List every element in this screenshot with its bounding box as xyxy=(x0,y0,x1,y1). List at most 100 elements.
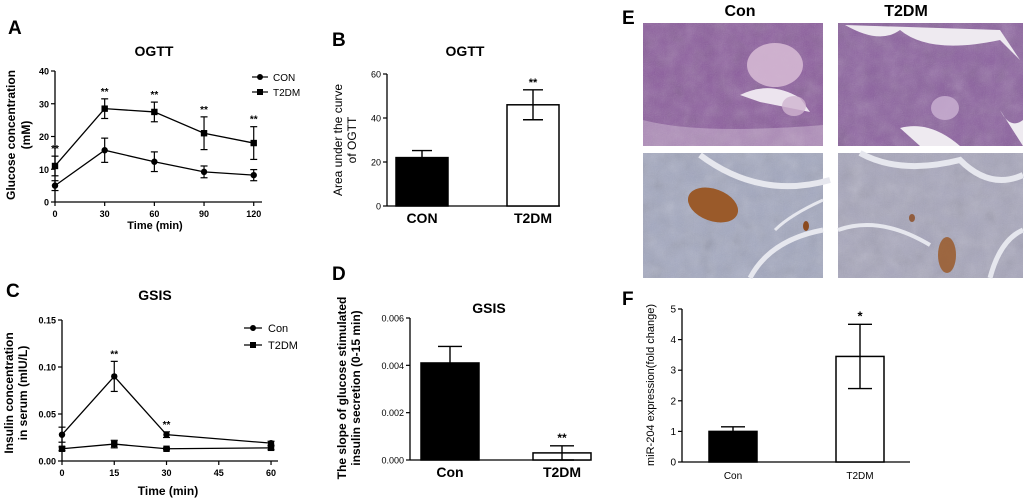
panel-b-ytick-label: 60 xyxy=(371,70,381,80)
panel-c-point-t2dm xyxy=(267,444,275,452)
panel-c-xtick-label: 15 xyxy=(109,468,119,478)
panel-f-marks: * xyxy=(708,308,885,463)
panel-c-line-con xyxy=(61,375,272,444)
panel-c-title: GSIS xyxy=(138,287,171,303)
panel-a-point-con xyxy=(250,171,257,179)
panel-a-xtick-label: 30 xyxy=(100,209,110,219)
panel-f-ytick-label: 5 xyxy=(670,305,676,316)
panel-b-chart: OGTT Area under the curve of OGTT 0 20 40 6… xyxy=(331,43,560,226)
panel-c-ytick-label: 0.00 xyxy=(38,457,56,467)
panel-a-significance: ** xyxy=(101,87,109,98)
panel-d-chart: GSIS The slope of glucose stimulated ins… xyxy=(335,297,592,480)
panel-c-point-t2dm xyxy=(58,445,66,452)
histology-ihc-t2dm xyxy=(837,150,1024,279)
panel-c-significance: ** xyxy=(163,420,171,431)
panel-f-category-label: Con xyxy=(724,471,742,482)
panel-d-ytick-label: 0.006 xyxy=(381,314,404,324)
panel-f-ytick-label: 0 xyxy=(670,458,676,469)
panel-d-ytick-label: 0.002 xyxy=(381,408,404,418)
panel-d-ytick-label: 0.000 xyxy=(381,456,404,466)
panel-c-xtick-label: 0 xyxy=(59,468,64,478)
panel-letter-b: B xyxy=(332,30,346,51)
panel-a-point-t2dm xyxy=(51,162,59,170)
panel-d-significance: ** xyxy=(557,431,567,445)
panel-letter-d: D xyxy=(332,264,346,285)
panel-c-significance: ** xyxy=(110,349,118,360)
panel-letter-e: E xyxy=(622,8,635,29)
panel-a-significance: ** xyxy=(200,105,208,116)
panel-a-point-t2dm xyxy=(151,108,158,116)
panel-f-chart: miR-204 expression(fold change) 0 1 2 3 4 5 Co… xyxy=(645,304,910,482)
panel-d-ylabel-line1: The slope of glucose stimulated xyxy=(335,297,349,480)
panel-c-chart: GSIS Insulin concentration in serum (mIU… xyxy=(2,287,298,498)
panel-a-chart: OGTT Glucose concentration (mM) Time (mi… xyxy=(4,43,300,232)
panel-a-ytick-label: 20 xyxy=(39,132,49,142)
histology-he-con xyxy=(643,23,823,146)
panel-b-category-label: CON xyxy=(406,210,437,226)
legend-a-t2dm: T2DM xyxy=(273,88,300,99)
panel-d-category-label: Con xyxy=(436,464,463,480)
panel-c-ytick-label: 0.10 xyxy=(38,363,56,373)
panel-a-xtick-label: 0 xyxy=(52,209,57,219)
panel-letter-c: C xyxy=(6,281,20,302)
panel-a-ylabel-line1: Glucose concentration xyxy=(4,70,18,200)
panel-f-ytick-label: 2 xyxy=(670,396,676,407)
panel-a-ytick-label: 40 xyxy=(39,67,49,77)
panel-b-bar-con xyxy=(395,156,449,207)
panel-b-ylabel-line1: Area under the curve xyxy=(331,84,345,196)
panel-c-ylabel-line1: Insulin concentration xyxy=(2,332,16,453)
panel-a-significance: ** xyxy=(150,90,158,101)
panel-f-category-label: T2DM xyxy=(846,471,873,482)
panel-letter-f: F xyxy=(622,289,634,310)
histology-ihc-con xyxy=(643,152,831,280)
panel-a-xtick-label: 120 xyxy=(246,209,261,219)
panel-e-col-t2dm: T2DM xyxy=(884,3,928,20)
panel-c-xtick-label: 45 xyxy=(214,468,224,478)
panel-a-ylabel-line2: (mM) xyxy=(19,121,33,150)
panel-f-ytick-label: 3 xyxy=(670,366,676,377)
histology-he-t2dm xyxy=(838,23,1023,146)
panel-c-xtick-label: 30 xyxy=(162,468,172,478)
panel-c-legend: Con T2DM xyxy=(244,323,298,352)
panel-a-xtick-label: 90 xyxy=(199,209,209,219)
panel-f-ytick-label: 1 xyxy=(670,427,676,438)
panel-e-histology: Con T2DM xyxy=(643,3,1024,280)
panel-a-point-t2dm xyxy=(200,130,208,137)
legend-c-con: Con xyxy=(268,323,288,335)
panel-a-point-con xyxy=(200,168,208,176)
panel-a-xlabel: Time (min) xyxy=(127,220,183,232)
panel-b-category-label: T2DM xyxy=(514,210,552,226)
panel-f-ylabel: miR-204 expression(fold change) xyxy=(645,304,657,466)
panel-f-bar-con xyxy=(708,430,758,463)
panel-d-title: GSIS xyxy=(472,300,505,316)
panel-a-significance: ** xyxy=(51,144,59,155)
panel-f-ytick-label: 4 xyxy=(670,335,676,346)
panel-a-title: OGTT xyxy=(135,43,174,59)
panel-a-point-con xyxy=(51,182,59,189)
panel-b-ytick-label: 40 xyxy=(371,114,381,124)
panel-c-point-t2dm xyxy=(163,445,170,452)
panel-d-category-label: T2DM xyxy=(543,464,581,480)
panel-b-marks: ** xyxy=(395,77,560,207)
panel-a-legend: CON T2DM xyxy=(252,73,300,99)
panel-d-bar-con xyxy=(420,362,480,461)
panel-a-point-con xyxy=(101,147,108,154)
panel-b-ytick-label: 0 xyxy=(376,202,381,212)
panel-b-title: OGTT xyxy=(446,43,485,59)
panel-a-point-t2dm xyxy=(250,139,257,147)
panel-b-bar-t2dm xyxy=(506,104,560,207)
panel-c-point-t2dm xyxy=(111,440,118,448)
panel-c-line-t2dm xyxy=(61,443,272,450)
panel-c-ylabel-line2: in serum (mIU/L) xyxy=(16,346,30,441)
legend-c-t2dm: T2DM xyxy=(268,340,298,352)
panel-a-ytick-label: 0 xyxy=(44,198,49,208)
panel-b-significance: ** xyxy=(529,77,538,89)
panel-c-ytick-label: 0.05 xyxy=(38,410,56,420)
panel-a-ytick-label: 30 xyxy=(39,99,49,109)
panel-d-marks: ** xyxy=(420,345,592,461)
panel-a-point-con xyxy=(151,158,158,165)
panel-a-significance: ** xyxy=(250,115,258,126)
legend-a-con: CON xyxy=(273,73,295,84)
panel-f-significance: * xyxy=(857,308,863,323)
